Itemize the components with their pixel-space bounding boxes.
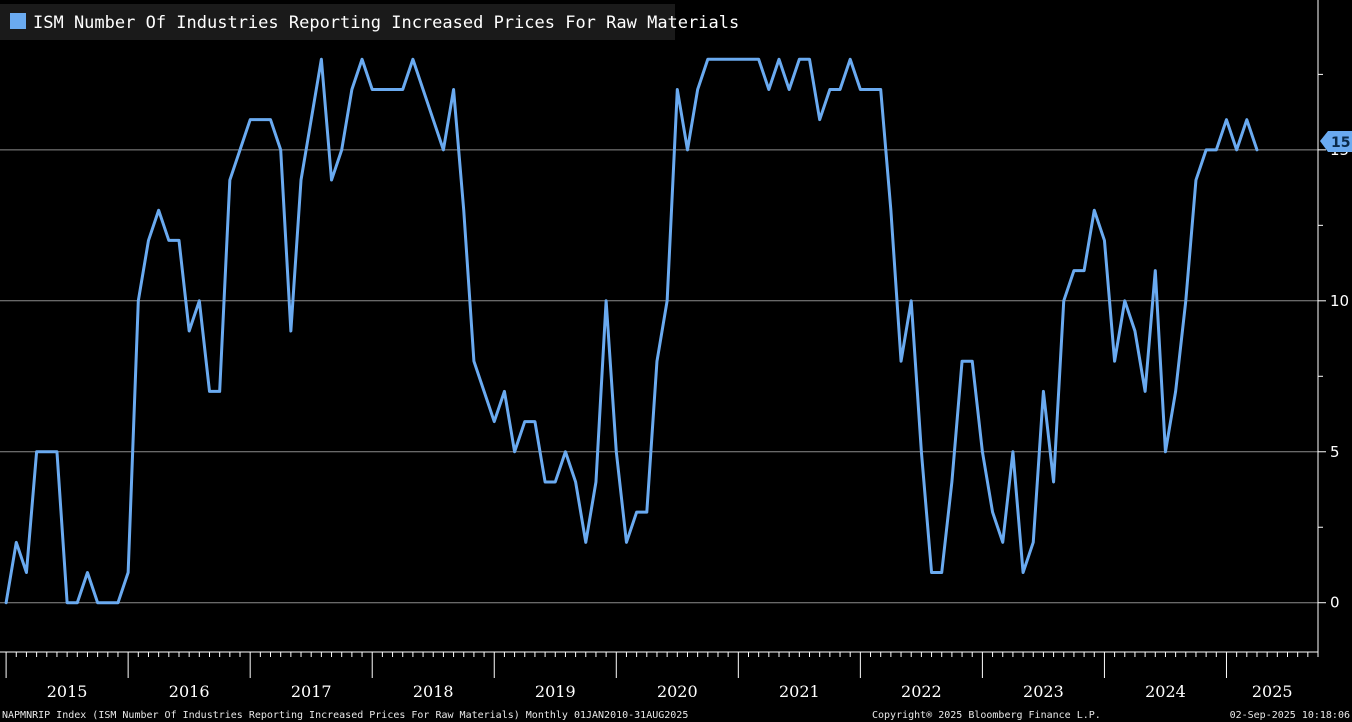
xtick-label-2017: 2017 xyxy=(291,682,332,701)
legend[interactable]: ISM Number Of Industries Reporting Incre… xyxy=(0,4,739,40)
xtick-label-2021: 2021 xyxy=(779,682,820,701)
xtick-label-2024: 2024 xyxy=(1145,682,1186,701)
footer-source: NAPMNRIP Index (ISM Number Of Industries… xyxy=(2,710,688,721)
xtick-label-2019: 2019 xyxy=(535,682,576,701)
last-value-badge-shape xyxy=(1320,131,1352,152)
footer: NAPMNRIP Index (ISM Number Of Industries… xyxy=(2,710,1350,721)
xtick-label-2020: 2020 xyxy=(657,682,698,701)
ytick-label-5: 5 xyxy=(1330,443,1340,461)
legend-box xyxy=(0,4,675,40)
last-value-label: 15 xyxy=(1331,135,1350,151)
x-axis: 2015 2016 2017 2018 2019 2020 2021 2022 2023 2024… xyxy=(0,651,1319,701)
series-line-0 xyxy=(4,57,1259,605)
xtick-label-2023: 2023 xyxy=(1023,682,1064,701)
grid-layer xyxy=(0,149,1318,604)
ytick-label-0: 0 xyxy=(1330,594,1340,612)
legend-swatch xyxy=(10,13,26,29)
legend-label: ISM Number Of Industries Reporting Incre… xyxy=(33,13,739,33)
xtick-label-2015: 2015 xyxy=(47,682,88,701)
footer-copyright: Copyright® 2025 Bloomberg Finance L.P. xyxy=(872,710,1101,721)
series-layer xyxy=(4,57,1259,605)
xtick-label-2025: 2025 xyxy=(1252,682,1293,701)
ytick-label-10: 10 xyxy=(1330,292,1349,310)
xtick-label-2018: 2018 xyxy=(413,682,454,701)
xtick-label-2022: 2022 xyxy=(901,682,942,701)
last-value-badge: 15 xyxy=(1320,131,1352,152)
footer-timestamp: 02-Sep-2025 10:18:06 xyxy=(1230,710,1350,721)
xtick-label-2016: 2016 xyxy=(169,682,210,701)
